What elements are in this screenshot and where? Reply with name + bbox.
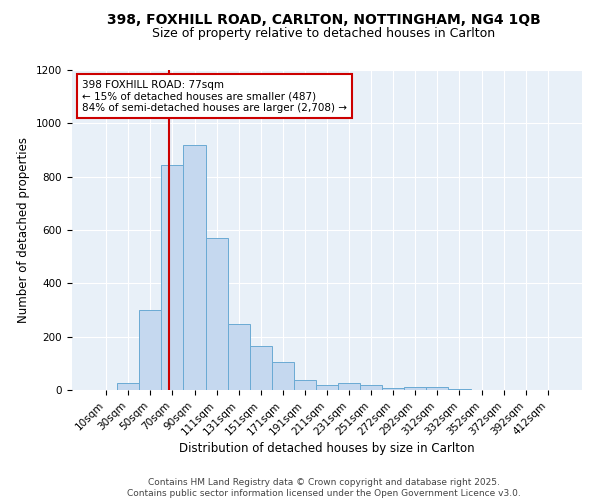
Bar [272, 362, 294, 390]
Bar [382, 388, 404, 390]
Bar [227, 324, 250, 390]
Bar [161, 164, 184, 390]
Bar [338, 383, 360, 390]
X-axis label: Distribution of detached houses by size in Carlton: Distribution of detached houses by size … [179, 442, 475, 455]
Text: Size of property relative to detached houses in Carlton: Size of property relative to detached ho… [152, 28, 496, 40]
Bar [250, 346, 272, 390]
Bar [294, 380, 316, 390]
Bar [404, 388, 427, 390]
Bar [360, 385, 382, 390]
Text: 398, FOXHILL ROAD, CARLTON, NOTTINGHAM, NG4 1QB: 398, FOXHILL ROAD, CARLTON, NOTTINGHAM, … [107, 12, 541, 26]
Bar [427, 388, 448, 390]
Bar [117, 384, 139, 390]
Bar [448, 388, 470, 390]
Bar [184, 144, 206, 390]
Text: 398 FOXHILL ROAD: 77sqm
← 15% of detached houses are smaller (487)
84% of semi-d: 398 FOXHILL ROAD: 77sqm ← 15% of detache… [82, 80, 347, 113]
Y-axis label: Number of detached properties: Number of detached properties [17, 137, 31, 323]
Bar [316, 385, 338, 390]
Bar [139, 310, 161, 390]
Text: Contains HM Land Registry data © Crown copyright and database right 2025.
Contai: Contains HM Land Registry data © Crown c… [127, 478, 521, 498]
Bar [206, 238, 227, 390]
